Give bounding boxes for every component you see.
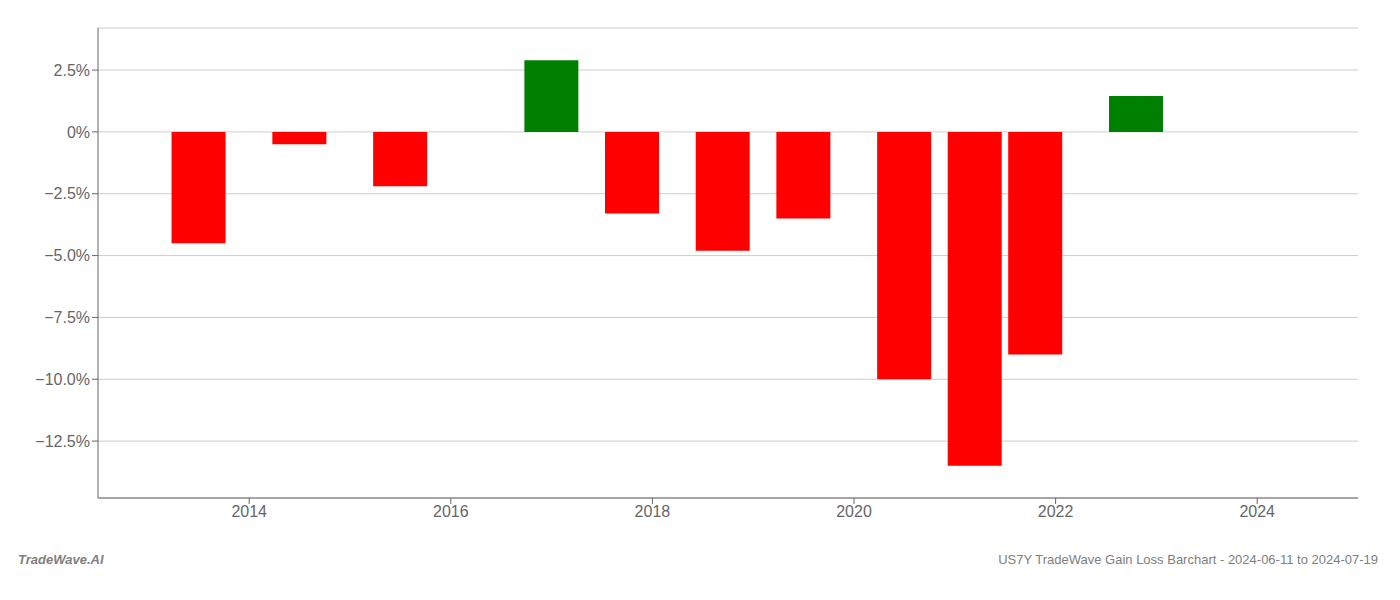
svg-text:2.5%: 2.5% <box>54 62 90 79</box>
svg-text:−12.5%: −12.5% <box>35 433 90 450</box>
svg-text:−5.0%: −5.0% <box>44 247 90 264</box>
svg-text:2014: 2014 <box>231 503 267 520</box>
html-text:US7Y TradeWave Gain Loss Barch: US7Y TradeWave Gain Loss Barchart - 2024… <box>998 552 1378 567</box>
html-text:TradeWave.AI: TradeWave.AI <box>18 552 104 567</box>
svg-text:2022: 2022 <box>1038 503 1074 520</box>
svg-text:−10.0%: −10.0% <box>35 371 90 388</box>
svg-text:−7.5%: −7.5% <box>44 309 90 326</box>
svg-text:2024: 2024 <box>1239 503 1275 520</box>
svg-text:2016: 2016 <box>433 503 469 520</box>
svg-text:2020: 2020 <box>836 503 872 520</box>
svg-text:2018: 2018 <box>635 503 671 520</box>
svg-text:−2.5%: −2.5% <box>44 185 90 202</box>
svg-text:0%: 0% <box>67 124 90 141</box>
